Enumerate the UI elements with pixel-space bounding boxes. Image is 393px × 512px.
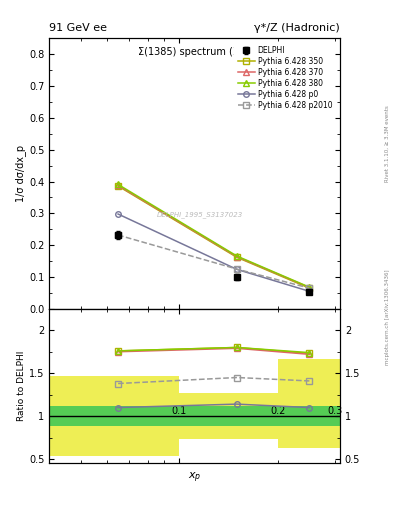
Pythia 6.428 p2010 — [235, 266, 239, 272]
Pythia 6.428 370 — [235, 253, 239, 260]
Line: Pythia 6.428 370: Pythia 6.428 370 — [115, 183, 312, 290]
Pythia 6.428 350 — [307, 285, 312, 291]
Text: Rivet 3.1.10, ≥ 3.3M events: Rivet 3.1.10, ≥ 3.3M events — [385, 105, 389, 182]
Pythia 6.428 p2010 — [307, 285, 312, 291]
Y-axis label: Ratio to DELPHI: Ratio to DELPHI — [17, 351, 26, 421]
Text: 0.1: 0.1 — [172, 406, 187, 416]
Pythia 6.428 p0 — [235, 266, 239, 272]
Text: 0.2: 0.2 — [270, 406, 285, 416]
Pythia 6.428 350 — [116, 183, 120, 189]
Text: γ*/Z (Hadronic): γ*/Z (Hadronic) — [254, 23, 340, 33]
Pythia 6.428 380 — [307, 284, 312, 290]
Pythia 6.428 p2010 — [116, 232, 120, 238]
Line: Pythia 6.428 p2010: Pythia 6.428 p2010 — [115, 232, 312, 291]
Pythia 6.428 380 — [235, 253, 239, 259]
X-axis label: $x_p$: $x_p$ — [188, 471, 201, 485]
Legend: DELPHI, Pythia 6.428 350, Pythia 6.428 370, Pythia 6.428 380, Pythia 6.428 p0, P: DELPHI, Pythia 6.428 350, Pythia 6.428 3… — [234, 42, 336, 113]
Y-axis label: 1/σ dσ/dx_p: 1/σ dσ/dx_p — [15, 145, 26, 202]
Pythia 6.428 380 — [116, 181, 120, 187]
Text: 0.3: 0.3 — [328, 406, 343, 416]
Pythia 6.428 370 — [307, 285, 312, 291]
Text: mcplots.cern.ch [arXiv:1306.3436]: mcplots.cern.ch [arXiv:1306.3436] — [385, 270, 389, 365]
Line: Pythia 6.428 350: Pythia 6.428 350 — [115, 183, 312, 291]
Pythia 6.428 p0 — [307, 288, 312, 294]
Pythia 6.428 350 — [235, 254, 239, 261]
Pythia 6.428 370 — [116, 182, 120, 188]
Line: Pythia 6.428 380: Pythia 6.428 380 — [115, 182, 312, 290]
Text: Σ(1385) spectrum (Σ±): Σ(1385) spectrum (Σ±) — [138, 47, 251, 56]
Text: 91 GeV ee: 91 GeV ee — [49, 23, 107, 33]
Line: Pythia 6.428 p0: Pythia 6.428 p0 — [115, 211, 312, 294]
Text: DELPHI_1995_S3137023: DELPHI_1995_S3137023 — [157, 211, 244, 218]
Pythia 6.428 p0 — [116, 211, 120, 217]
